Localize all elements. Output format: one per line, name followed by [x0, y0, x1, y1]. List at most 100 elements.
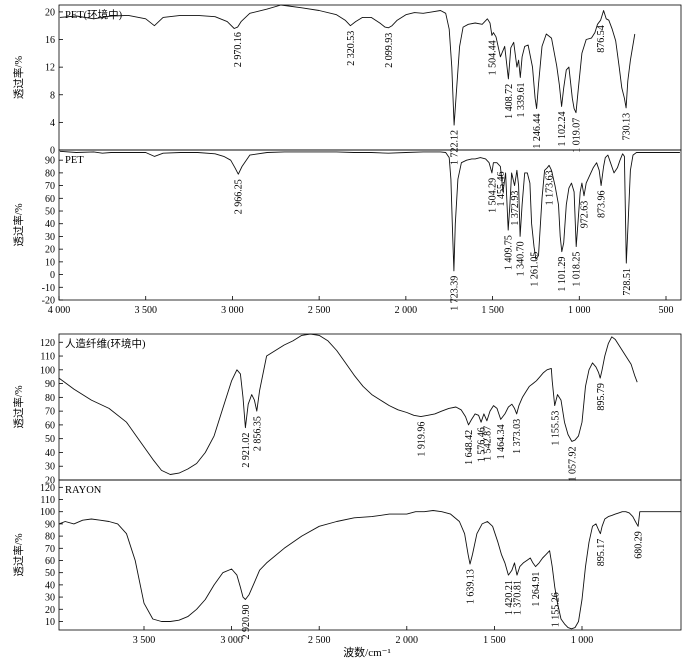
x-tick-label: 2 000	[395, 305, 418, 316]
y-tick-label: 50	[45, 568, 55, 579]
x-tick-label: 1 000	[568, 305, 591, 316]
y-axis-label: 透过率/%	[12, 203, 25, 246]
x-tick-label: 500	[659, 305, 674, 316]
spectrum-line	[58, 510, 681, 630]
peak-label: 2 320.53	[346, 31, 357, 66]
y-tick-label: 30	[45, 462, 55, 473]
peak-label: 2 966.25	[234, 179, 245, 214]
y-axis-label: 透过率/%	[12, 56, 25, 99]
x-tick-label: 1 000	[571, 635, 594, 646]
spectrum-line	[59, 4, 636, 126]
peak-label: 1 723.39	[449, 276, 460, 311]
peak-label: 972.63	[579, 201, 590, 229]
peak-label: 1 101.29	[557, 257, 568, 292]
y-tick-label: 110	[40, 352, 55, 363]
y-tick-label: 20	[45, 605, 55, 616]
y-tick-label: 100	[40, 365, 55, 376]
peak-label: 1 372.93	[510, 191, 521, 226]
peak-label: 1 019.07	[572, 118, 583, 153]
y-tick-label: 8	[50, 90, 55, 101]
peak-label: 1 102.24	[557, 112, 568, 147]
panel-title: PET(环境中)	[65, 8, 123, 21]
plot-frame	[58, 479, 682, 631]
y-tick-label: 10	[45, 617, 55, 628]
y-tick-label: 60	[45, 194, 55, 205]
panel-title: RAYON	[65, 485, 102, 496]
peak-label: 1 542.87	[482, 426, 493, 461]
y-axis-label: 透过率/%	[12, 533, 25, 576]
peak-label: 1 339.61	[516, 83, 527, 118]
peak-label: 1 173.63	[545, 170, 556, 205]
peak-label: 2 921.02	[241, 433, 252, 468]
peak-label: 1 408.72	[504, 84, 515, 119]
y-tick-label: 60	[45, 556, 55, 567]
peak-label: 1 504.44	[487, 40, 498, 75]
y-tick-label: 4	[50, 118, 55, 129]
peak-label: 1 018.25	[572, 252, 583, 287]
y-tick-label: 16	[45, 35, 55, 46]
y-tick-label: 120	[40, 338, 55, 349]
y-tick-label: 120	[40, 483, 55, 494]
peak-label: 1 639.13	[466, 569, 477, 604]
peak-label: 1 420.21	[504, 580, 515, 615]
plot-frame	[58, 149, 682, 301]
peak-label: 2 970.16	[233, 32, 244, 67]
y-tick-label: 90	[45, 379, 55, 390]
y-tick-label: 20	[45, 476, 55, 487]
spectrum-panel-1: 0 4 8 12 16 20 PET(环境中) 透过率/% 2 970.16 2 320.53 2 …	[12, 4, 682, 165]
y-tick-label: 80	[45, 168, 55, 179]
y-tick-label: 90	[45, 156, 55, 167]
x-tick-label: 3 000	[221, 305, 244, 316]
peak-label: 730.13	[622, 113, 633, 140]
peak-label: 895.79	[596, 383, 607, 411]
y-tick-label: 100	[40, 507, 55, 518]
peak-label: 1 504.29	[487, 178, 498, 213]
y-tick-label: 50	[45, 207, 55, 218]
y-tick-label: 70	[45, 407, 55, 418]
peak-label: 1 340.70	[516, 241, 527, 276]
y-tick-label: -10	[42, 283, 55, 294]
peak-label: 876.54	[596, 25, 607, 53]
peak-label: 1 455.46	[496, 172, 507, 207]
x-tick-label: 2 500	[308, 635, 331, 646]
x-tick-label: 3 500	[134, 305, 157, 316]
plot-frame	[58, 4, 682, 151]
peak-label: 728.51	[622, 268, 633, 296]
x-axis-label: 波数/cm⁻¹	[343, 646, 391, 659]
spectrum-line	[59, 150, 680, 272]
y-tick-label: 30	[45, 232, 55, 243]
peak-label: 873.96	[597, 191, 608, 219]
peak-label: 1 919.96	[416, 422, 427, 457]
y-tick-label: 50	[45, 434, 55, 445]
peak-label: 1 057.92	[567, 446, 578, 481]
y-tick-label: 12	[45, 63, 55, 74]
y-tick-label: 10	[45, 257, 55, 268]
peak-label: 1 722.12	[450, 130, 461, 165]
y-tick-label: 80	[45, 393, 55, 404]
y-tick-label: 110	[40, 495, 55, 506]
peak-label: 1 648.42	[464, 430, 475, 465]
peak-label: 2 920.90	[241, 605, 252, 640]
y-tick-label: 80	[45, 532, 55, 543]
spectrum-line	[58, 333, 638, 475]
x-tick-label: 1 500	[481, 305, 504, 316]
y-tick-label: 90	[45, 519, 55, 530]
panel-title: PET	[65, 155, 84, 166]
x-tick-label: 3 500	[133, 635, 156, 646]
x-tick-label: 2 000	[396, 635, 419, 646]
y-axis-label: 透过率/%	[12, 385, 25, 428]
y-tick-label: 0	[50, 146, 55, 157]
x-tick-label: 4 000	[48, 305, 71, 316]
y-tick-label: 20	[45, 7, 55, 18]
x-tick-label: 2 500	[308, 305, 331, 316]
y-tick-label: 60	[45, 420, 55, 431]
peak-label: 2 856.35	[252, 416, 263, 451]
y-tick-label: 40	[45, 580, 55, 591]
y-tick-label: 30	[45, 593, 55, 604]
peak-label: 2 099.93	[384, 33, 395, 68]
peak-label: 1 261.05	[530, 252, 541, 287]
x-tick-label: 1 500	[483, 635, 506, 646]
peak-label: 1 464.34	[496, 424, 507, 459]
peak-label: 1 155.53	[550, 411, 561, 446]
